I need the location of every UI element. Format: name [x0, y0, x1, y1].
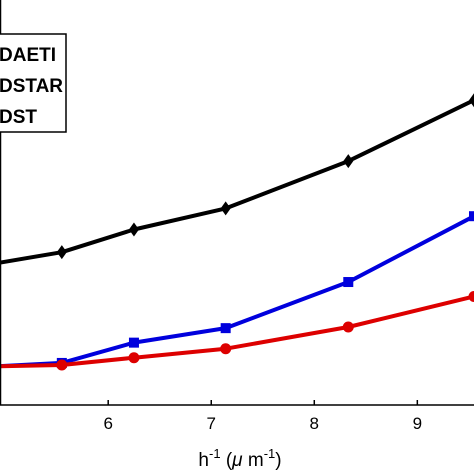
x-label-open: ( — [221, 450, 233, 471]
legend: DAETI DSTAR DST — [0, 33, 67, 133]
x-tick-label-7: 7 — [207, 414, 216, 433]
series-line-dst — [0, 294, 474, 369]
marker-dstar-3 — [220, 323, 231, 334]
marker-dstar-5 — [469, 211, 474, 222]
series-line-dstar — [0, 214, 474, 369]
marker-daeti-5 — [469, 93, 474, 108]
x-tick-label-8: 8 — [310, 414, 319, 433]
marker-daeti-3 — [220, 201, 231, 216]
legend-entry-1: DAETI — [0, 45, 56, 66]
marker-dst-1 — [56, 359, 68, 371]
marker-dstar-2 — [128, 337, 139, 348]
marker-daeti-1 — [56, 245, 67, 260]
series-layer — [0, 93, 474, 371]
marker-dstar-4 — [343, 277, 354, 288]
x-label-unit-sup: -1 — [264, 446, 276, 461]
marker-dst-2 — [128, 352, 140, 364]
marker-dst-3 — [220, 343, 232, 355]
x-tick-label-6: 6 — [103, 414, 112, 433]
legend-entry-3: DST — [0, 107, 37, 128]
x-label-unit: m — [243, 450, 264, 471]
series-line-daeti — [0, 98, 474, 265]
x-tick-label-9: 9 — [413, 414, 422, 433]
axes-layer: 6 7 8 9 — [0, 0, 474, 433]
legend-box — [0, 33, 67, 133]
x-label-base: h — [198, 450, 209, 471]
marker-dst-4 — [342, 321, 354, 333]
x-label-close: ) — [275, 450, 281, 471]
x-axis-label: h-1 (μ m-1) — [198, 446, 281, 471]
marker-dst-5 — [468, 291, 474, 303]
marker-daeti-4 — [343, 154, 354, 169]
marker-daeti-2 — [128, 222, 139, 237]
legend-entry-2: DSTAR — [0, 76, 63, 97]
x-label-sup: -1 — [209, 446, 221, 461]
x-label-mu: μ — [231, 450, 243, 471]
